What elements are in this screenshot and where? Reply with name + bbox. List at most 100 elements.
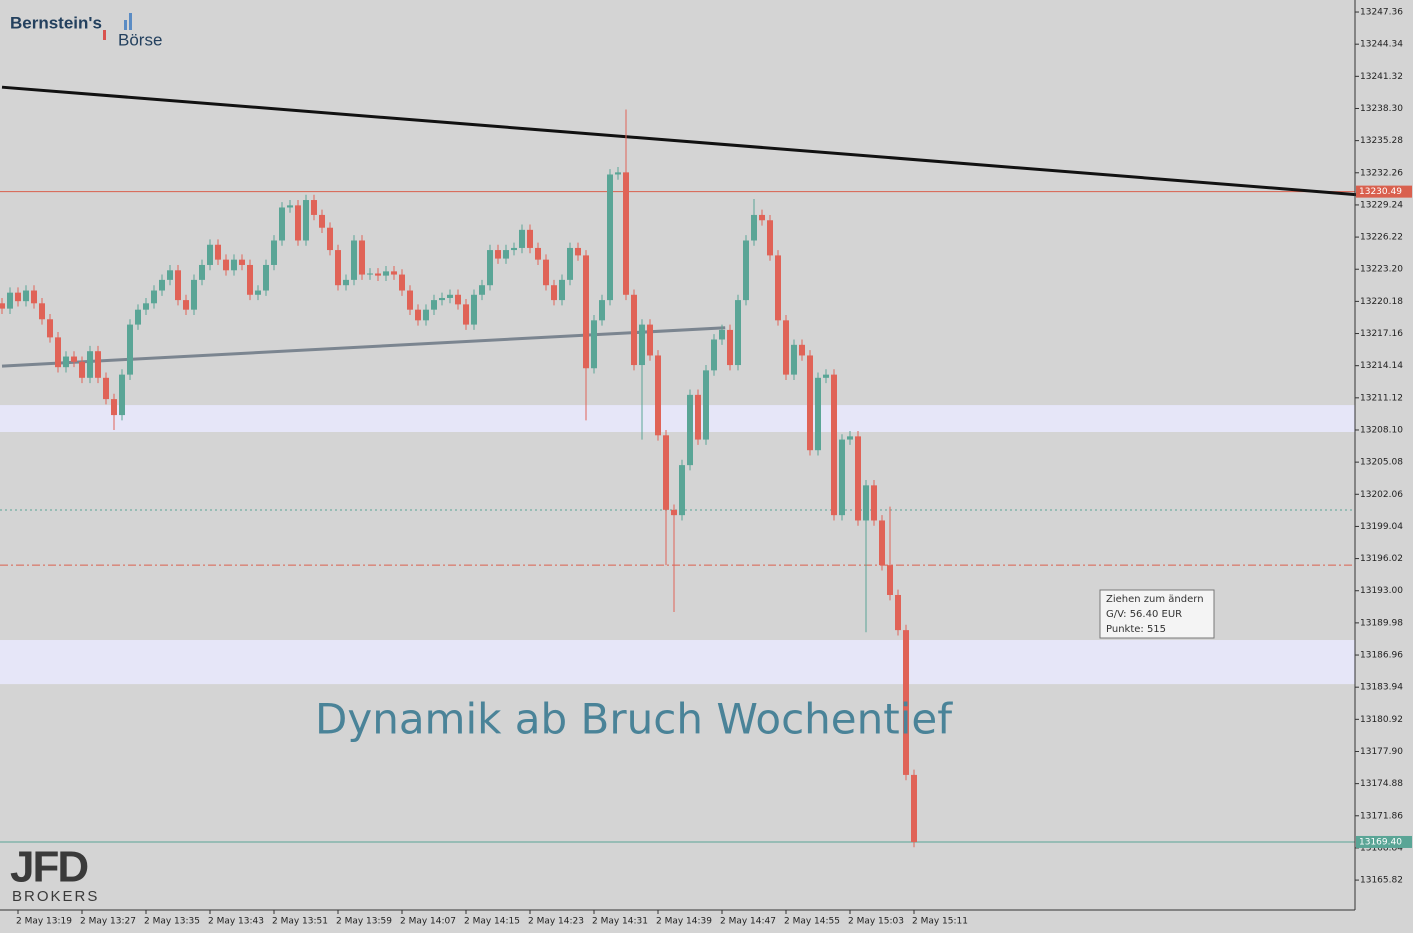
candle-body bbox=[343, 279, 349, 286]
x-tick-label: 2 May 14:23 bbox=[528, 917, 584, 927]
candle-body bbox=[711, 339, 717, 371]
tooltip: Ziehen zum ändern G/V: 56.40 EUR Punkte:… bbox=[1099, 589, 1215, 639]
candle-body bbox=[519, 229, 525, 248]
candle-body bbox=[607, 174, 613, 301]
x-tick-label: 2 May 13:59 bbox=[336, 917, 392, 927]
candle-body bbox=[911, 774, 917, 842]
y-tick-label: 13183.94 bbox=[1360, 683, 1403, 693]
y-tick-label: 13223.20 bbox=[1360, 265, 1403, 275]
candle-body bbox=[759, 214, 765, 221]
candle-body bbox=[47, 319, 53, 338]
y-tick-label: 13220.18 bbox=[1360, 297, 1403, 307]
candle-body bbox=[487, 250, 493, 286]
candle-body bbox=[447, 294, 453, 298]
x-tick-label: 2 May 15:03 bbox=[848, 917, 904, 927]
candle-body bbox=[895, 594, 901, 631]
candle-body bbox=[527, 229, 533, 248]
candle-body bbox=[799, 344, 805, 356]
candle-body bbox=[367, 273, 373, 275]
y-tick-label: 13235.28 bbox=[1360, 136, 1403, 146]
candle-body bbox=[15, 292, 21, 302]
candle-body bbox=[359, 240, 365, 275]
candle-body bbox=[543, 259, 549, 286]
candle-body bbox=[319, 214, 325, 228]
candle-body bbox=[127, 324, 133, 375]
y-tick-label: 13244.34 bbox=[1360, 40, 1403, 50]
candle-body bbox=[831, 374, 837, 516]
candle-body bbox=[263, 264, 269, 291]
candle-body bbox=[327, 227, 333, 251]
y-tick-label: 13208.10 bbox=[1360, 425, 1403, 435]
candle-body bbox=[95, 351, 101, 378]
candle-body bbox=[671, 509, 677, 516]
candle-body bbox=[503, 250, 509, 259]
candle-body bbox=[463, 304, 469, 325]
candle-body bbox=[839, 439, 845, 516]
candle-body bbox=[439, 297, 445, 301]
candle-body bbox=[159, 279, 165, 291]
candle-body bbox=[687, 394, 693, 466]
candle-body bbox=[495, 250, 501, 259]
candle-body bbox=[583, 255, 589, 369]
candle-body bbox=[879, 520, 885, 566]
broker-sub: BROKERS bbox=[12, 888, 99, 905]
candle-body bbox=[39, 303, 45, 320]
x-tick-label: 2 May 14:47 bbox=[720, 917, 776, 927]
trend-line bbox=[1, 326, 726, 368]
y-tick-label: 13193.00 bbox=[1360, 586, 1403, 596]
y-tick-label: 13180.92 bbox=[1360, 715, 1403, 725]
candle-body bbox=[383, 271, 389, 276]
candle-body bbox=[255, 290, 261, 295]
candle-body bbox=[479, 285, 485, 295]
y-tick-label: 13238.30 bbox=[1360, 104, 1403, 114]
candle-body bbox=[351, 240, 357, 280]
candle-body bbox=[79, 361, 85, 378]
x-tick-label: 2 May 13:19 bbox=[16, 917, 72, 927]
candle-body bbox=[423, 309, 429, 321]
zone bbox=[0, 405, 1355, 433]
candle-body bbox=[87, 351, 93, 378]
tooltip-line: G/V: 56.40 EUR bbox=[1106, 609, 1182, 620]
candle-body bbox=[0, 303, 5, 309]
candle-body bbox=[63, 356, 69, 368]
candle-body bbox=[735, 300, 741, 366]
candle-body bbox=[199, 264, 205, 280]
candle-body bbox=[655, 355, 661, 436]
candle-body bbox=[231, 259, 237, 271]
candle-body bbox=[591, 320, 597, 369]
candle-body bbox=[559, 279, 565, 301]
candle-body bbox=[415, 309, 421, 321]
logo-sub: Börse bbox=[118, 30, 162, 49]
tooltip-line: Punkte: 515 bbox=[1106, 624, 1166, 635]
candle-body bbox=[751, 214, 757, 241]
y-tick-label: 13205.08 bbox=[1360, 458, 1403, 468]
candle-body bbox=[639, 324, 645, 366]
price-tag-label: 13230.49 bbox=[1359, 187, 1402, 197]
y-tick-label: 13168.84 bbox=[1360, 843, 1403, 853]
y-tick-label: 13247.36 bbox=[1360, 8, 1403, 18]
candle-body bbox=[727, 329, 733, 366]
y-tick-label: 13241.32 bbox=[1360, 72, 1403, 82]
zone bbox=[0, 640, 1355, 685]
candle-body bbox=[535, 247, 541, 260]
candle-body bbox=[111, 399, 117, 416]
candle-body bbox=[71, 356, 77, 362]
candle-body bbox=[847, 436, 853, 440]
x-tick-label: 2 May 14:55 bbox=[784, 917, 840, 927]
y-tick-label: 13189.98 bbox=[1360, 618, 1403, 628]
candle-body bbox=[623, 172, 629, 295]
candle-body bbox=[599, 300, 605, 321]
candle-body bbox=[567, 247, 573, 280]
candle-body bbox=[807, 355, 813, 451]
candle-body bbox=[903, 630, 909, 775]
broker-name: JFD bbox=[10, 843, 87, 892]
price-tag bbox=[1356, 185, 1412, 198]
candle-body bbox=[471, 294, 477, 325]
y-tick-label: 13171.86 bbox=[1360, 811, 1403, 821]
annotation: Dynamik ab Bruch Wochentief bbox=[315, 695, 953, 744]
y-tick-label: 13217.16 bbox=[1360, 329, 1403, 339]
candle-body bbox=[783, 320, 789, 375]
y-tick-label: 13174.88 bbox=[1360, 779, 1403, 789]
